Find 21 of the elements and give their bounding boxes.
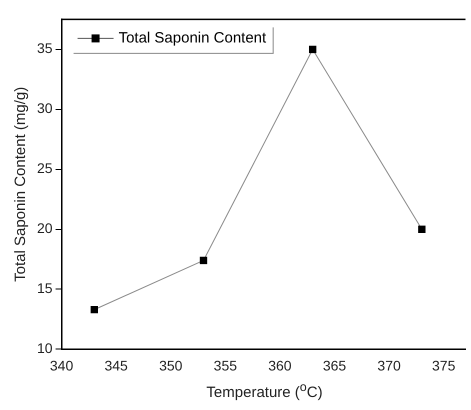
y-tick-label: 15 (36, 280, 53, 296)
x-tick-label: 340 (50, 357, 74, 374)
y-tick-label: 30 (36, 100, 53, 116)
point (418, 226, 426, 233)
x-axis-title: Temperature ($^{o}$C) (205, 380, 324, 401)
y-tick-label: 10 (36, 340, 53, 356)
legend-label: Total Saponin Content (118, 30, 268, 47)
y-tick-label: 20 (36, 220, 53, 236)
x-tick-label: 370 (377, 357, 401, 374)
x-tick-label: 350 (159, 357, 183, 374)
x-tick-label: 375 (432, 357, 456, 374)
x-tick-label: 365 (322, 357, 346, 374)
x-tick-label: 345 (104, 357, 128, 374)
point (200, 256, 208, 264)
x-tick-label: 355 (214, 357, 238, 374)
y-axis-title: Total Saponin Content (mg/g) (12, 86, 30, 282)
point (90, 306, 98, 314)
y-tick-label: 25 (36, 160, 53, 176)
x-tick-label: 360 (268, 357, 292, 374)
y-tick-label: 35 (36, 40, 53, 56)
point (308, 46, 316, 54)
